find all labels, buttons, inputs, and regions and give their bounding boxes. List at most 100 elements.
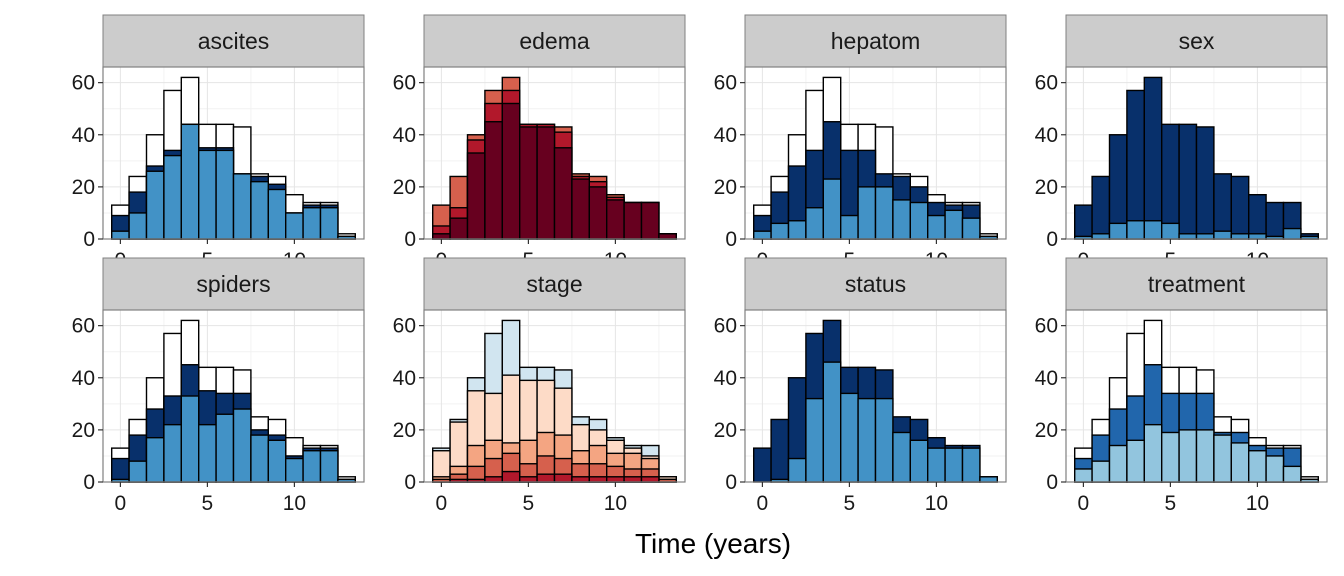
y-tick-label: 20 <box>714 419 737 442</box>
bar <box>519 476 538 483</box>
panel-sex: sex02040600510 <box>1035 14 1328 272</box>
bar <box>1213 173 1233 240</box>
strip-label: ascites <box>198 28 270 54</box>
bar <box>1073 204 1093 240</box>
bar <box>1282 465 1302 483</box>
bar <box>449 217 469 240</box>
bar <box>110 457 130 483</box>
bar <box>180 123 200 240</box>
bar <box>215 149 235 240</box>
y-tick-label: 60 <box>1035 72 1058 95</box>
y-tick-label: 20 <box>72 176 95 199</box>
bar <box>267 188 287 240</box>
bar <box>1160 222 1180 240</box>
bar <box>588 186 608 240</box>
bars <box>110 319 356 483</box>
bar <box>822 178 842 240</box>
bar <box>1178 429 1198 483</box>
y-tick-label: 0 <box>83 471 95 494</box>
x-axis-title: Time (years) <box>635 528 791 559</box>
bar <box>466 152 486 240</box>
bar <box>640 201 660 240</box>
bar <box>1282 227 1302 240</box>
y-tick-label: 0 <box>725 228 737 251</box>
y-tick-label: 0 <box>83 228 95 251</box>
bar <box>658 233 678 240</box>
y-tick-label: 20 <box>1035 176 1058 199</box>
bar <box>536 126 556 240</box>
y-tick-label: 60 <box>72 72 95 95</box>
bar <box>145 436 165 483</box>
bar <box>623 201 643 240</box>
y-tick-label: 20 <box>72 419 95 442</box>
y-tick-label: 40 <box>393 124 416 147</box>
bar <box>961 447 981 483</box>
bar <box>501 470 521 483</box>
y-tick-label: 20 <box>393 419 416 442</box>
bar <box>805 397 825 483</box>
bar <box>163 423 182 483</box>
bar <box>1195 126 1215 240</box>
y-tick-label: 0 <box>1046 471 1058 494</box>
bar <box>250 434 269 483</box>
bar <box>909 439 929 483</box>
bar <box>232 173 252 240</box>
bar <box>944 209 964 240</box>
panel-stage: stage 0 20 40 60 0 5 10 <box>393 257 686 515</box>
panel-treatment: treatment 0 20 40 60 0 5 10 <box>1035 257 1328 515</box>
bar <box>1195 429 1215 483</box>
y-tick-label: 40 <box>714 124 737 147</box>
bar <box>1073 468 1093 483</box>
bar <box>1091 460 1111 483</box>
y-tick-label: 60 <box>714 315 737 338</box>
bar <box>1091 175 1111 240</box>
bar <box>753 230 772 240</box>
x-tick-label: 5 <box>202 492 214 515</box>
bar <box>432 233 451 240</box>
bar <box>892 199 912 240</box>
bar <box>519 126 538 240</box>
bar <box>944 447 964 483</box>
bar <box>1160 431 1180 483</box>
bar <box>1143 220 1163 240</box>
y-tick-label: 0 <box>404 471 416 494</box>
bar <box>501 102 521 240</box>
bar <box>606 476 625 483</box>
bar <box>822 361 842 483</box>
bar <box>857 186 877 240</box>
panel-border <box>1065 309 1328 483</box>
bar <box>874 397 894 483</box>
x-tick-label: 10 <box>1246 492 1269 515</box>
y-tick-label: 40 <box>72 124 95 147</box>
y-axis: 0 20 40 60 <box>714 315 745 494</box>
bar <box>180 395 200 483</box>
bar <box>1126 89 1146 240</box>
panel-border <box>102 309 365 483</box>
panel-edema: edema02040600510 <box>393 14 686 272</box>
bar <box>1230 442 1250 483</box>
bar <box>571 476 591 483</box>
y-tick-label: 0 <box>1046 228 1058 251</box>
bar <box>606 199 625 240</box>
panels-layer: ascites 0 20 40 60 0 5 10 edema 0 20 40 60 0 5 10 hepato… <box>72 14 1328 515</box>
bar <box>1247 233 1267 240</box>
panel-border <box>423 309 686 483</box>
bar <box>484 121 503 240</box>
panel-border <box>102 66 365 240</box>
x-tick-label: 10 <box>604 492 627 515</box>
strip-label: stage <box>526 271 582 297</box>
bar <box>1265 201 1285 240</box>
bar <box>319 450 339 483</box>
bar <box>927 447 946 483</box>
bars <box>753 319 999 483</box>
y-tick-label: 60 <box>714 72 737 95</box>
panel-border <box>1065 66 1328 240</box>
strip-label: spiders <box>196 271 270 297</box>
y-tick-label: 60 <box>72 315 95 338</box>
strip-label: status <box>845 271 906 297</box>
panel-status: status 0 20 40 60 0 5 10 <box>714 257 1007 515</box>
bar <box>1195 233 1215 240</box>
bar <box>961 217 981 240</box>
y-axis: 0 20 40 60 <box>393 315 424 494</box>
